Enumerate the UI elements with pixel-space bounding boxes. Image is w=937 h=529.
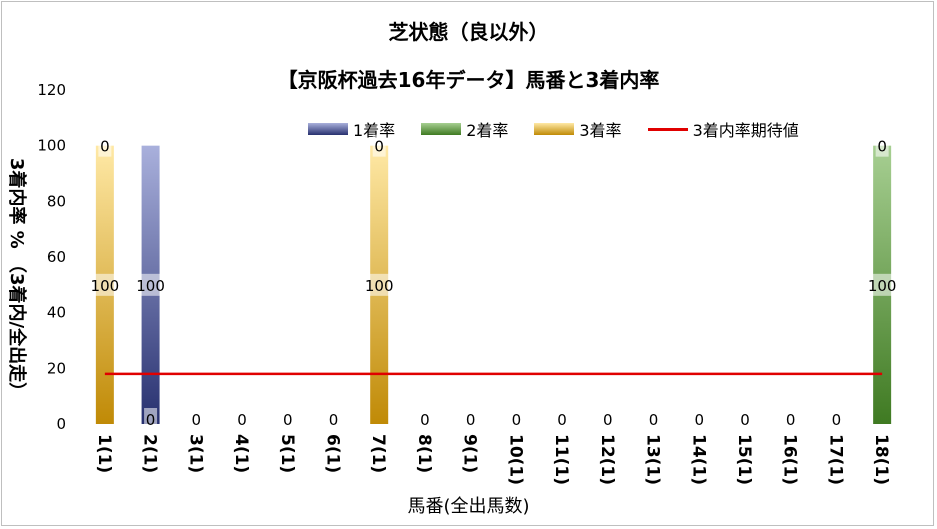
y-tick-label: 60	[47, 248, 66, 266]
x-tick-label: 17(1)	[825, 434, 845, 485]
x-tick-label: 4(1)	[231, 434, 251, 473]
data-label-middle: 100	[136, 277, 165, 295]
data-label-bottom: 0	[329, 411, 339, 429]
data-label-bottom: 0	[466, 411, 476, 429]
x-tick-label: 1(1)	[94, 434, 114, 473]
chart-title: 芝状態（良以外）	[388, 20, 549, 44]
data-label-middle: 100	[365, 277, 394, 295]
legend-item-line: 3着内率期待値	[647, 117, 799, 141]
data-label-bottom: 0	[512, 411, 522, 429]
data-label-top-bg	[372, 134, 386, 157]
y-axis-label: 3着内率 % （3着内/全出走）	[6, 157, 27, 401]
x-tick-label: 2(1)	[140, 434, 160, 473]
data-label-top: 0	[100, 138, 110, 156]
data-label-bottom-bg	[144, 408, 158, 430]
legend-item-s2: 2着率	[421, 117, 508, 141]
data-label-bottom: 0	[740, 411, 750, 429]
data-label-top: 0	[374, 138, 384, 156]
data-label-middle: 100	[91, 277, 120, 295]
legend-swatch-line	[647, 127, 688, 131]
data-label-top-bg	[875, 134, 889, 157]
legend-label-line: 3着内率期待値	[692, 121, 799, 140]
x-tick-label: 12(1)	[597, 434, 617, 485]
legend-swatch-s2	[421, 123, 462, 135]
x-axis-label: 馬番(全出馬数)	[407, 496, 530, 517]
x-tick-label: 16(1)	[780, 434, 800, 485]
y-tick-label: 100	[37, 137, 66, 155]
y-tick-label: 0	[56, 415, 66, 433]
data-label-middle-bg	[135, 273, 167, 296]
y-tick-label: 20	[47, 359, 66, 377]
x-tick-label: 14(1)	[688, 434, 708, 485]
data-label-bottom: 0	[192, 411, 202, 429]
legend-label-s3: 3着率	[579, 121, 622, 140]
x-tick-label: 7(1)	[368, 434, 388, 473]
x-tick-label: 3(1)	[185, 434, 205, 473]
data-label-bottom: 0	[786, 411, 796, 429]
x-tick-label: 6(1)	[322, 434, 342, 473]
x-tick-label: 9(1)	[460, 434, 480, 473]
data-label-middle-bg	[89, 273, 121, 296]
data-label-bottom: 0	[283, 411, 293, 429]
legend-label-s2: 2着率	[466, 121, 509, 140]
data-label-bottom: 0	[603, 411, 613, 429]
data-label-top-bg	[98, 134, 112, 157]
y-tick-label: 120	[37, 81, 66, 99]
data-label-bottom: 0	[649, 411, 659, 429]
data-label-middle-bg	[866, 273, 898, 296]
data-label-middle: 100	[868, 277, 897, 295]
data-label-bottom: 0	[420, 411, 430, 429]
data-label-top: 0	[877, 138, 887, 156]
data-label-bottom: 0	[146, 411, 156, 429]
x-tick-label: 10(1)	[505, 434, 525, 485]
data-label-bottom: 0	[237, 411, 247, 429]
y-tick-label: 80	[47, 192, 66, 210]
x-tick-label: 11(1)	[551, 434, 571, 485]
legend-swatch-s1	[308, 123, 348, 135]
legend-swatch-s3	[534, 123, 575, 135]
chart-subtitle: 【京阪杯過去16年データ】馬番と3着内率	[277, 68, 660, 92]
data-label-middle-bg	[363, 273, 395, 296]
y-tick-label: 40	[47, 304, 66, 322]
data-label-bottom: 0	[832, 411, 842, 429]
x-tick-label: 8(1)	[414, 434, 434, 473]
x-tick-label: 13(1)	[643, 434, 663, 485]
data-label-bottom: 0	[694, 411, 704, 429]
legend-item-s3: 3着率	[534, 117, 622, 141]
data-label-bottom: 0	[557, 411, 567, 429]
x-tick-label: 18(1)	[871, 434, 891, 485]
x-tick-label: 5(1)	[277, 434, 297, 473]
x-tick-label: 15(1)	[734, 434, 754, 485]
